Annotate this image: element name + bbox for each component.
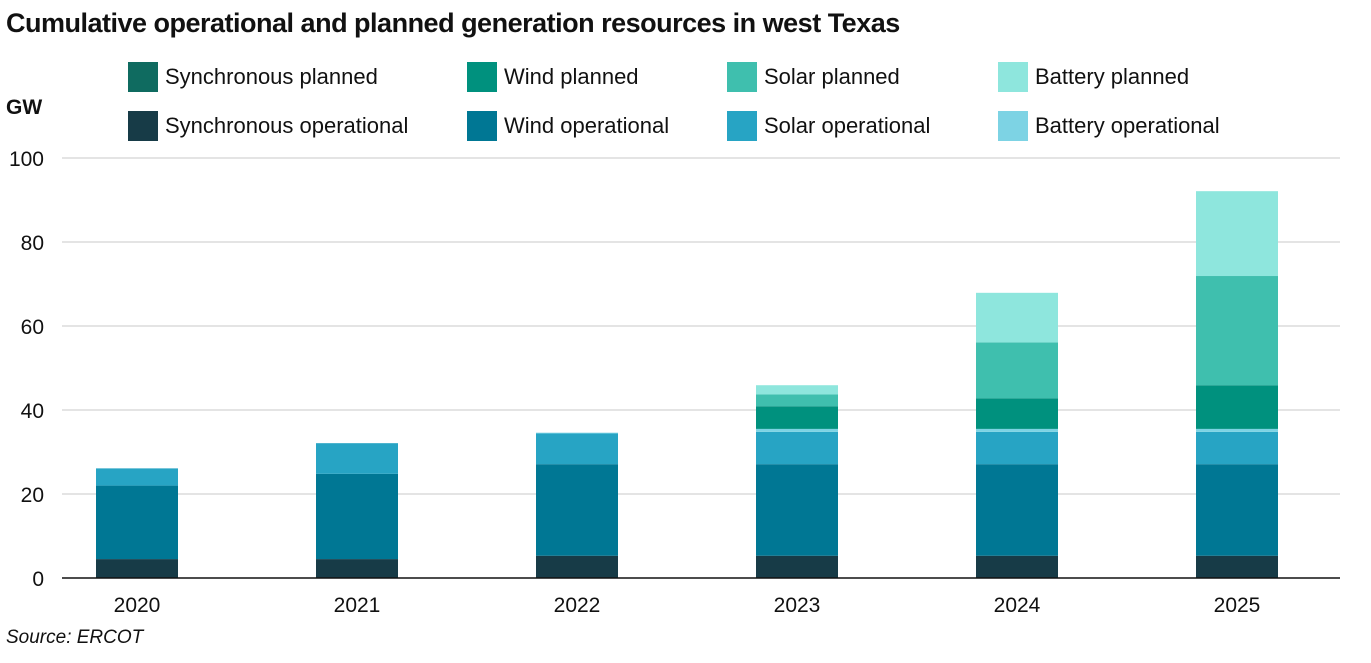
legend-swatch [727,62,757,92]
bar-segment [756,385,838,395]
x-tick-label: 2021 [334,594,381,617]
bar-segment [756,428,838,432]
bar-segment [1196,464,1278,556]
y-tick-label: 60 [21,316,44,339]
y-tick-label: 0 [32,568,44,591]
bar-segment [976,555,1058,578]
legend-swatch [128,111,158,141]
bar-segment [976,342,1058,399]
legend-swatch [998,111,1028,141]
bar-segment [536,433,618,465]
bar-segment [756,464,838,556]
bar-segment [756,394,838,407]
legend-item: Synchronous planned [128,62,378,92]
source-note: Source: ERCOT [6,627,144,648]
legend-item: Battery operational [998,111,1220,141]
bar-segment [536,555,618,578]
legend-swatch [727,111,757,141]
legend-item: Wind planned [467,62,639,92]
chart-legend: Synchronous planned Wind planned Solar pla… [0,0,1371,150]
x-tick-label: 2022 [554,594,601,617]
bar-segment [1196,428,1278,432]
legend-label: Synchronous planned [165,64,378,89]
x-tick-label: 2025 [1214,594,1261,617]
legend-item: Synchronous operational [128,111,408,141]
bar-segment [1196,191,1278,277]
bar-segment [316,559,398,578]
bar-segment [536,432,618,434]
bar-segment [976,398,1058,429]
legend-item: Solar operational [727,111,930,141]
legend-item: Battery planned [998,62,1189,92]
bar-segment [756,431,838,465]
bar-segment [1196,555,1278,578]
x-tick-label: 2020 [114,594,161,617]
legend-item: Solar planned [727,62,900,92]
legend-label: Synchronous operational [165,113,409,138]
bar-segment [96,468,178,486]
bar-segment [1196,276,1278,386]
bar-segment [756,555,838,578]
legend-swatch [467,62,497,92]
y-tick-label: 80 [21,232,44,255]
bar-segment [976,431,1058,465]
chart-title: Cumulative operational and planned gener… [6,8,900,38]
y-tick-label: 100 [9,148,44,171]
legend-item: Wind operational [467,111,669,141]
legend-label: Battery operational [1035,113,1220,138]
legend-label: Wind operational [504,113,670,138]
y-tick-label: 40 [21,400,44,423]
x-tick-label: 2024 [994,594,1041,617]
legend-label: Battery planned [1035,64,1190,89]
bar-segment [316,443,398,474]
bar-segment [976,464,1058,556]
bar-segment [976,292,1058,343]
legend-swatch [998,62,1028,92]
bar-segment [96,559,178,578]
legend-label: Wind planned [504,64,639,89]
legend-swatch [128,62,158,92]
bar-segment [756,406,838,429]
bar-segment [1196,431,1278,465]
y-axis-label: GW [6,96,43,119]
y-tick-label: 20 [21,484,44,507]
bar-segment [316,473,398,560]
bar-segment [96,485,178,560]
bar-segment [536,464,618,556]
legend-swatch [467,111,497,141]
bar-segment [976,428,1058,432]
legend-label: Solar operational [764,113,931,138]
legend-label: Solar planned [764,64,900,89]
bar-segment [1196,385,1278,429]
x-tick-label: 2023 [774,594,821,617]
